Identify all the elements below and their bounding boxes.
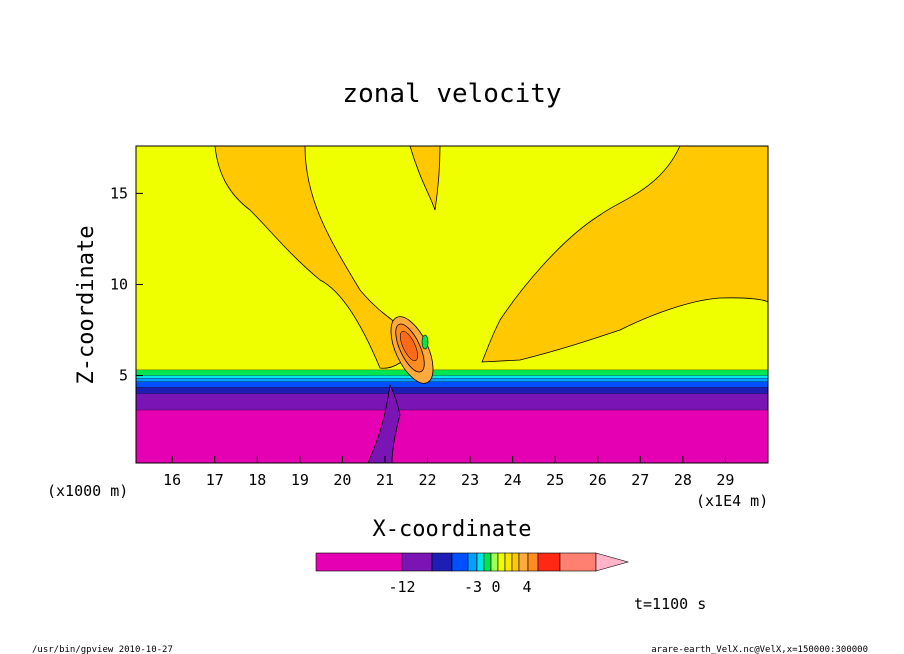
x-tick-label: 17 — [206, 471, 224, 489]
colorbar-segment — [537, 552, 561, 572]
contour-band-2 — [136, 387, 768, 394]
x-tick-label: 20 — [333, 471, 351, 489]
contour-region-upper-center — [409, 146, 441, 211]
colorbar-label: -12 — [388, 578, 415, 596]
colorbar-label: 0 — [491, 578, 500, 596]
y-axis-label: Z-coordinate — [74, 226, 99, 385]
contour-band-5 — [136, 375, 768, 379]
contour-region-upper-left — [214, 146, 421, 369]
y-tick-label: 5 — [119, 367, 128, 385]
contour-lower-intrusion — [367, 383, 401, 463]
x-tick-label: 28 — [674, 471, 692, 489]
chart-title: zonal velocity — [342, 79, 561, 109]
colorbar-label: -3 — [464, 578, 482, 596]
x-tick-label: 29 — [716, 471, 734, 489]
contour-band-0 — [136, 410, 768, 463]
colorbar-segment — [559, 552, 597, 572]
footer-left: /usr/bin/gpview 2010-10-27 — [32, 645, 173, 654]
x-unit-left: (x1000 m) — [47, 482, 128, 500]
colorbar-segment — [467, 552, 478, 572]
contour-band-1 — [136, 393, 768, 411]
colorbar-segment — [504, 552, 513, 572]
colorbar-segment — [401, 552, 433, 572]
colorbar-segment — [483, 552, 492, 572]
time-label: t=1100 s — [634, 595, 706, 613]
colorbar-segment — [527, 552, 539, 572]
x-tick-label: 21 — [376, 471, 394, 489]
colorbar-segment — [476, 552, 485, 572]
colorbar: -12 -3 0 4 — [315, 552, 630, 596]
footer-right: arare-earth_VelX.nc@VelX,x=150000:300000 — [651, 645, 868, 654]
plot-frame — [135, 145, 769, 464]
x-tick-label: 22 — [418, 471, 436, 489]
contour-band-6 — [136, 370, 768, 376]
contour-green-blob — [421, 334, 429, 350]
contour-region-upper-right — [481, 146, 768, 363]
colorbar-segment — [315, 552, 403, 572]
colorbar-segment — [490, 552, 499, 572]
x-tick-label: 26 — [589, 471, 607, 489]
contour-core-inner — [400, 330, 418, 362]
colorbar-arrow — [595, 552, 630, 572]
colorbar-segment — [497, 552, 506, 572]
contour-band-3 — [136, 381, 768, 388]
colorbar-segment — [451, 552, 469, 572]
x-tick-label: 18 — [248, 471, 266, 489]
y-tick-label: 15 — [110, 184, 128, 202]
colorbar-segment — [431, 552, 453, 572]
colorbar-segment — [518, 552, 529, 572]
x-unit-right: (x1E4 m) — [696, 492, 768, 510]
x-tick-label: 23 — [461, 471, 479, 489]
colorbar-label: 4 — [522, 578, 531, 596]
x-axis-label: X-coordinate — [373, 517, 532, 542]
plot-area — [136, 146, 768, 463]
x-tick-label: 24 — [504, 471, 522, 489]
y-tick-label: 10 — [110, 275, 128, 293]
colorbar-segment — [511, 552, 520, 572]
x-tick-label: 19 — [291, 471, 309, 489]
x-tick-label: 16 — [163, 471, 181, 489]
contour-band-4 — [136, 378, 768, 382]
x-tick-label: 25 — [546, 471, 564, 489]
x-tick-label: 27 — [631, 471, 649, 489]
